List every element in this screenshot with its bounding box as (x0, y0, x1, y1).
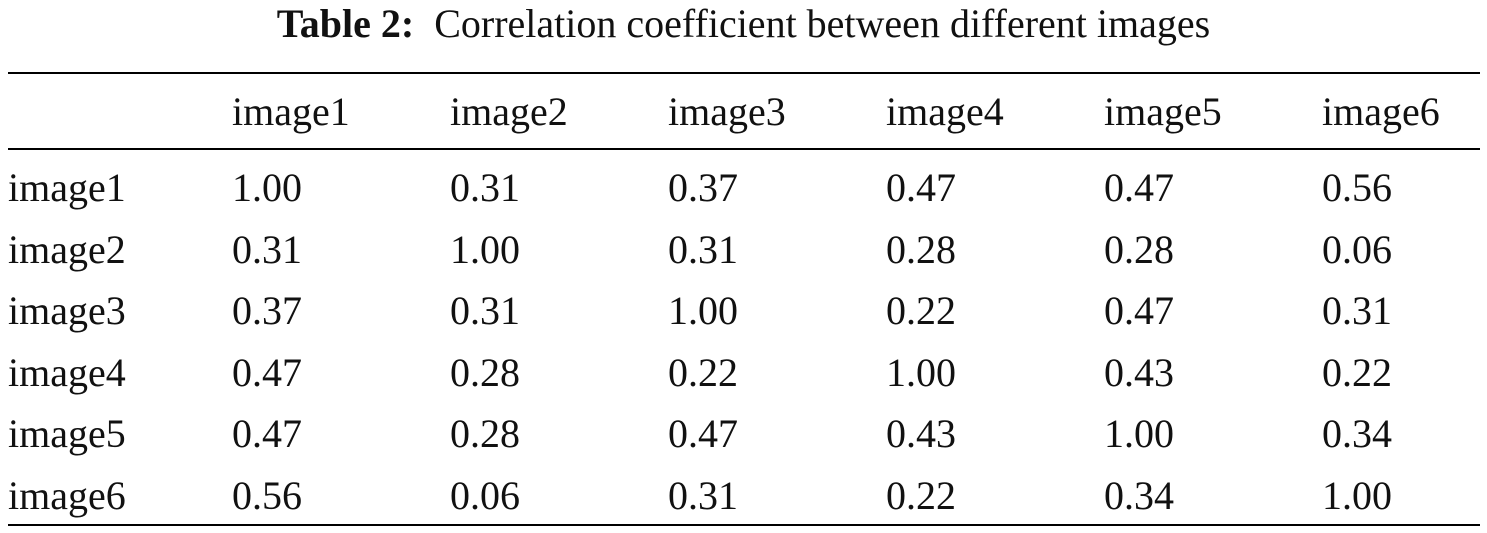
table-row: image4 0.47 0.28 0.22 1.00 0.43 0.22 (8, 342, 1487, 404)
table-cell: 1.00 (232, 165, 302, 210)
table-cell: 1.00 (1104, 411, 1174, 456)
table-cell: 0.22 (886, 288, 956, 333)
table-cell: 0.31 (668, 226, 738, 272)
table-cell: 0.22 (1322, 349, 1392, 395)
header-cell-image3: image3 (668, 89, 786, 134)
row-label: image6 (8, 472, 126, 518)
row-label: image4 (8, 349, 126, 395)
table-header-row: image1 image2 image3 image4 image5 image… (8, 76, 1487, 148)
header-cell-image4: image4 (886, 89, 1004, 134)
table-cell: 0.31 (1322, 288, 1392, 333)
table-cell: 0.28 (450, 349, 520, 395)
table-cell: 0.31 (450, 165, 520, 210)
table-row: image6 0.56 0.06 0.31 0.22 0.34 1.00 (8, 465, 1487, 527)
table-cell: 0.56 (232, 472, 302, 518)
table-row: image3 0.37 0.31 1.00 0.22 0.47 0.31 (8, 280, 1487, 342)
table-cell: 0.47 (1104, 288, 1174, 333)
table-spacer-row (8, 148, 1487, 157)
table-cell: 0.47 (1104, 165, 1174, 210)
table-cell: 0.47 (886, 165, 956, 210)
header-cell-image5: image5 (1104, 89, 1222, 134)
table-cell: 0.22 (886, 472, 956, 518)
table-cell: 1.00 (450, 226, 520, 272)
row-label: image1 (8, 165, 126, 210)
table-cell: 0.56 (1322, 165, 1392, 210)
table-cell: 0.34 (1322, 411, 1392, 456)
table-row: image5 0.47 0.28 0.47 0.43 1.00 0.34 (8, 403, 1487, 465)
header-cell-corner (8, 76, 232, 148)
table-cell: 0.34 (1104, 472, 1174, 518)
table-cell: 0.43 (886, 411, 956, 456)
header-cell-image2: image2 (450, 89, 568, 134)
correlation-table: image1 image2 image3 image4 image5 image… (8, 76, 1487, 526)
table-caption-text: Correlation coefficient between differen… (434, 1, 1211, 46)
table-cell: 0.31 (232, 226, 302, 272)
table-cell: 0.47 (232, 349, 302, 395)
header-rule (8, 148, 1480, 150)
table-cell: 0.28 (450, 411, 520, 456)
table-row: image2 0.31 1.00 0.31 0.28 0.28 0.06 (8, 219, 1487, 281)
top-rule (8, 72, 1480, 74)
table-cell: 0.37 (668, 165, 738, 210)
table-cell: 0.37 (232, 288, 302, 333)
table-row: image1 1.00 0.31 0.37 0.47 0.47 0.56 (8, 157, 1487, 219)
table-cell: 0.47 (232, 411, 302, 456)
header-cell-image1: image1 (232, 89, 350, 134)
table-caption-label: Table 2: (276, 1, 415, 46)
table-cell: 0.43 (1104, 349, 1174, 395)
table-cell: 0.31 (668, 472, 738, 518)
table-cell: 1.00 (668, 288, 738, 333)
table-cell: 0.06 (1322, 226, 1392, 272)
table-cell: 0.06 (450, 472, 520, 518)
bottom-rule (8, 524, 1480, 526)
table-cell: 0.28 (1104, 226, 1174, 272)
table-cell: 0.47 (668, 411, 738, 456)
header-cell-image6: image6 (1322, 89, 1440, 134)
table-cell: 0.28 (886, 226, 956, 272)
table-cell: 0.31 (450, 288, 520, 333)
row-label: image5 (8, 411, 126, 456)
table-cell: 1.00 (1322, 472, 1392, 518)
table-caption: Table 2: Correlation coefficient between… (0, 0, 1487, 56)
row-label: image2 (8, 226, 126, 272)
table-cell: 0.22 (668, 349, 738, 395)
table-cell: 1.00 (886, 349, 956, 395)
row-label: image3 (8, 288, 126, 333)
